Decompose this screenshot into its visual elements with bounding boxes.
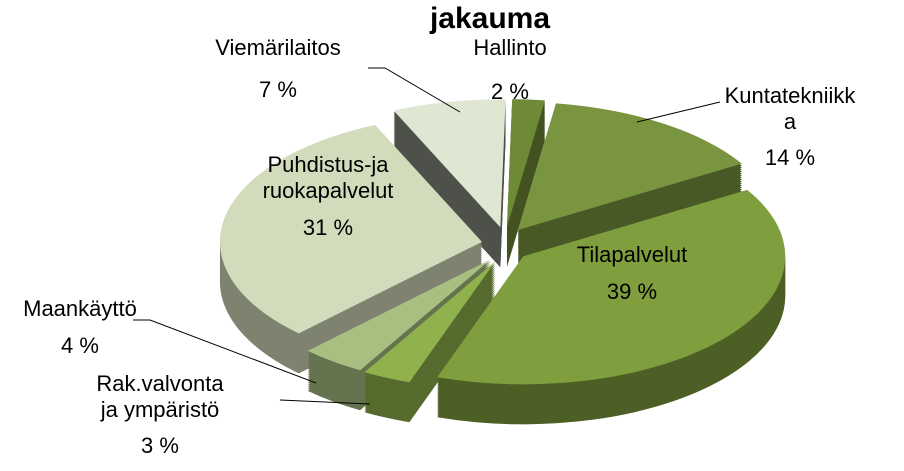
slice-label: Maankäyttö	[23, 296, 137, 321]
leader-line	[368, 67, 461, 113]
slice-label: Hallinto	[473, 35, 546, 60]
value-label: 2 %	[491, 79, 529, 104]
slice	[364, 261, 496, 383]
slice-label: Rak.valvonta ja ympäristö	[96, 371, 224, 422]
label-line: Hallinto	[473, 35, 546, 60]
value-label: 39 %	[607, 279, 657, 304]
value-label: 3 %	[141, 433, 179, 458]
slice-label: Viemärilaitos	[215, 35, 341, 60]
leader-line	[636, 101, 721, 123]
label-line: Tilapalvelut	[577, 242, 687, 267]
value-label: 4 %	[61, 333, 99, 358]
label-line: Rak.valvonta	[96, 371, 224, 396]
leader-line	[279, 399, 371, 405]
label-line: ruokapalvelut	[263, 178, 394, 203]
value-label: 7 %	[259, 77, 297, 102]
slice	[307, 259, 491, 371]
label-line: Viemärilaitos	[215, 35, 341, 60]
slice	[437, 189, 786, 385]
chart-title: jakauma	[429, 2, 550, 35]
label-line: Kuntatekniikk	[725, 83, 857, 108]
slice-label: Tilapalvelut	[577, 242, 687, 267]
label-line: ja ympäristö	[100, 397, 220, 422]
slice	[219, 124, 482, 334]
label-line: Puhdistus-ja	[267, 152, 389, 177]
slice	[393, 99, 506, 228]
slice-label: Puhdistus-ja ruokapalvelut	[263, 152, 394, 203]
leader-line	[133, 319, 317, 384]
slice	[517, 103, 742, 230]
label-line: a	[784, 109, 797, 134]
slice	[506, 99, 545, 228]
value-label: 31 %	[303, 215, 353, 240]
label-line: Maankäyttö	[23, 296, 137, 321]
slice-label: Kuntatekniikk a	[725, 83, 857, 134]
value-label: 14 %	[765, 145, 815, 170]
